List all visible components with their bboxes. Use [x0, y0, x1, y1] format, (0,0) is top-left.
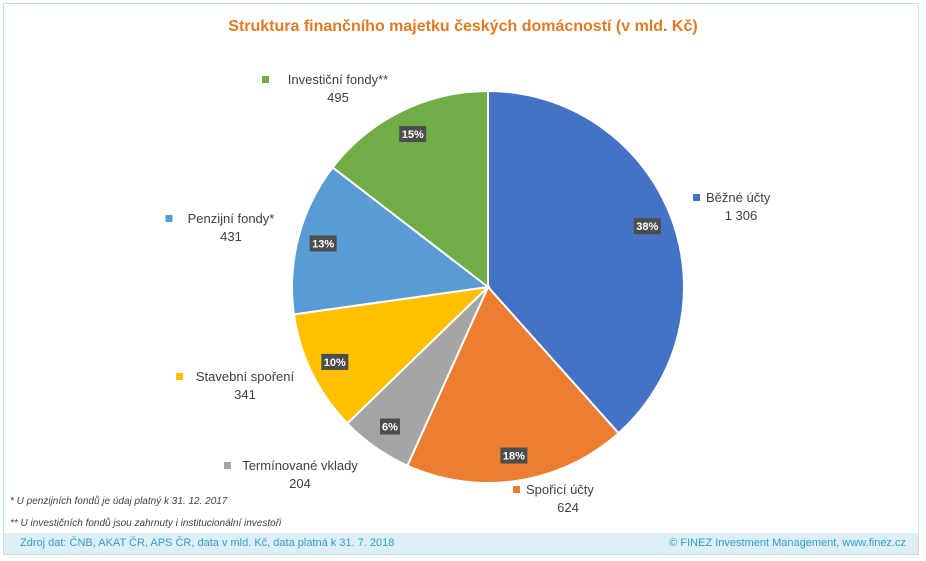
slice-name: Termínované vklady — [242, 458, 358, 473]
slice-name: Běžné účty — [706, 190, 771, 205]
percent-text: 38% — [636, 221, 658, 233]
slice-name: Penzijní fondy* — [188, 211, 275, 226]
pie-slice-5[interactable] — [291, 165, 491, 316]
pie-slice-6[interactable] — [331, 89, 489, 290]
percent-text: 13% — [312, 238, 334, 250]
legend-marker — [262, 76, 269, 83]
footnote-pension: * U penzijních fondů je údaj platný k 31… — [10, 496, 228, 507]
percent-text: 10% — [324, 357, 346, 369]
slice-value: 204 — [289, 476, 311, 491]
legend-marker — [176, 373, 183, 380]
percent-text: 6% — [382, 422, 398, 434]
slice-label-2: Spořicí účty 624 — [513, 482, 594, 515]
slice-label-4: Stavební spoření 341 — [176, 369, 295, 402]
slice-label-3: Termínované vklady 204 — [224, 458, 358, 491]
copyright-link[interactable]: © FINEZ Investment Management, www.finez… — [669, 537, 906, 549]
percent-text: 18% — [503, 451, 525, 463]
pie-slice-2[interactable] — [406, 285, 620, 484]
slice-name: Spořicí účty — [526, 482, 594, 497]
slice-name: Investiční fondy** — [288, 72, 388, 87]
slice-value: 341 — [234, 387, 256, 402]
slice-value: 495 — [327, 90, 349, 105]
legend-marker — [513, 486, 520, 493]
pie-slice-4[interactable] — [292, 285, 491, 425]
legend-marker — [693, 194, 700, 201]
legend-marker — [165, 215, 173, 222]
percent-label-5: 13% — [309, 235, 337, 252]
footer-bar: Zdroj dat: ČNB, AKAT ČR, APS ČR, data v … — [4, 533, 918, 554]
percent-label-4: 10% — [321, 353, 349, 370]
data-source: Zdroj dat: ČNB, AKAT ČR, APS ČR, data v … — [20, 537, 395, 549]
legend-marker — [224, 462, 231, 469]
slice-label-5: Penzijní fondy* 431 — [165, 211, 275, 244]
pie-slice-1[interactable] — [487, 89, 685, 435]
percent-label-2: 18% — [500, 447, 528, 464]
percent-label-1: 38% — [633, 218, 661, 235]
footnote-investment: ** U investičních fondů jsou zahrnuty i … — [10, 518, 282, 529]
slice-name: Stavební spoření — [196, 369, 295, 384]
slice-value: 624 — [557, 500, 579, 515]
slice-value: 431 — [220, 229, 242, 244]
slice-label-1: Běžné účty 1 306 — [693, 190, 771, 223]
slice-label-6: Investiční fondy** 495 — [262, 72, 388, 105]
chart-title: Struktura finančního majetku českých dom… — [228, 18, 698, 35]
percent-label-6: 15% — [399, 125, 427, 142]
percent-text: 15% — [402, 129, 424, 141]
percent-label-3: 6% — [379, 418, 400, 435]
slice-value: 1 306 — [725, 208, 758, 223]
